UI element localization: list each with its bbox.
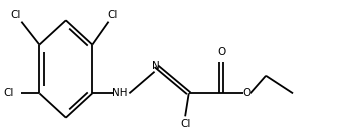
Text: Cl: Cl <box>11 10 21 20</box>
Text: N: N <box>153 61 160 71</box>
Text: Cl: Cl <box>180 120 190 129</box>
Text: O: O <box>242 88 250 98</box>
Text: NH: NH <box>111 88 127 98</box>
Text: O: O <box>217 47 225 57</box>
Text: Cl: Cl <box>107 10 117 20</box>
Text: Cl: Cl <box>4 88 14 98</box>
